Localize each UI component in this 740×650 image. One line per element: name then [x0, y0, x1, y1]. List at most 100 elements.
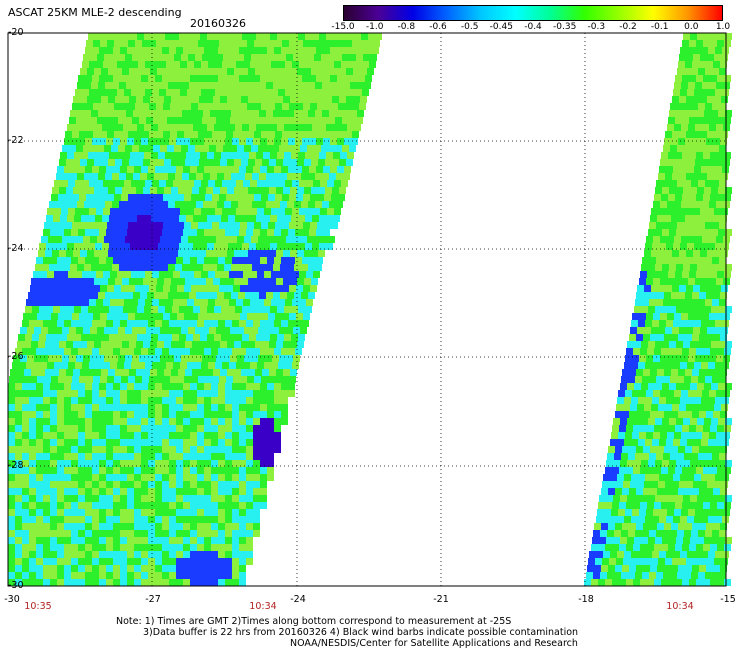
data-cell [283, 187, 290, 194]
data-cell [29, 572, 36, 579]
data-cell [326, 243, 333, 250]
data-cell [681, 355, 688, 362]
data-cell [667, 432, 674, 439]
data-cell [186, 243, 193, 250]
data-cell [163, 103, 170, 110]
data-cell [103, 180, 110, 187]
data-cell [294, 82, 301, 89]
data-cell [141, 411, 148, 418]
data-cell [213, 341, 220, 348]
data-cell [656, 299, 663, 306]
data-cell [276, 68, 283, 75]
data-cell [707, 404, 714, 411]
data-cell [330, 138, 337, 145]
data-cell [160, 236, 167, 243]
data-cell [80, 341, 87, 348]
data-cell [163, 131, 170, 138]
data-cell [106, 488, 113, 495]
data-cell [194, 362, 201, 369]
data-cell [81, 124, 88, 131]
data-cell [242, 215, 249, 222]
data-cell [85, 453, 92, 460]
data-cell [260, 425, 267, 432]
data-cell [179, 334, 186, 341]
data-cell [29, 551, 36, 558]
data-cell [702, 390, 709, 397]
data-cell [123, 334, 130, 341]
data-cell [627, 460, 634, 467]
data-cell [239, 502, 246, 509]
data-cell [274, 404, 281, 411]
data-cell [613, 537, 620, 544]
data-cell [113, 432, 120, 439]
data-cell [152, 208, 159, 215]
data-cell [181, 54, 188, 61]
data-cell [620, 495, 627, 502]
data-cell [621, 453, 628, 460]
data-cell [113, 565, 120, 572]
data-cell [130, 152, 137, 159]
data-cell [110, 299, 117, 306]
data-cell [703, 75, 710, 82]
data-cell [682, 467, 689, 474]
data-cell [688, 432, 695, 439]
data-cell [696, 348, 703, 355]
data-cell [241, 187, 248, 194]
data-cell [660, 390, 667, 397]
data-cell [627, 537, 634, 544]
data-cell [297, 341, 304, 348]
data-cell [22, 551, 29, 558]
data-cell [283, 278, 290, 285]
data-cell [314, 117, 321, 124]
data-cell [692, 334, 699, 341]
data-cell [288, 257, 295, 264]
data-cell [121, 131, 128, 138]
data-cell [197, 166, 204, 173]
data-cell [156, 131, 163, 138]
data-cell [161, 110, 168, 117]
data-cell [85, 425, 92, 432]
data-cell [140, 292, 147, 299]
data-cell [664, 523, 671, 530]
data-cell [235, 215, 242, 222]
data-cell [327, 180, 334, 187]
data-cell [699, 138, 706, 145]
data-cell [99, 138, 106, 145]
data-cell [697, 110, 704, 117]
data-cell [29, 411, 36, 418]
data-cell [202, 117, 209, 124]
data-cell [148, 446, 155, 453]
data-cell [283, 250, 290, 257]
data-cell [253, 348, 260, 355]
data-cell [176, 481, 183, 488]
data-cell [118, 355, 125, 362]
data-cell [225, 320, 232, 327]
data-cell [134, 523, 141, 530]
data-cell [288, 390, 295, 397]
data-cell [192, 369, 199, 376]
data-cell [269, 369, 276, 376]
data-cell [309, 229, 316, 236]
data-cell [717, 544, 724, 551]
data-cell [190, 551, 197, 558]
data-cell [162, 404, 169, 411]
data-cell [15, 509, 22, 516]
data-cell [169, 166, 176, 173]
data-cell [685, 446, 692, 453]
data-cell [246, 523, 253, 530]
data-cell [85, 439, 92, 446]
data-cell [708, 474, 715, 481]
data-cell [612, 467, 619, 474]
data-cell [318, 159, 325, 166]
data-cell [703, 117, 710, 124]
data-cell [704, 187, 711, 194]
data-cell [46, 215, 53, 222]
data-cell [197, 75, 204, 82]
data-cell [686, 54, 693, 61]
data-cell [71, 383, 78, 390]
data-cell [85, 411, 92, 418]
data-cell [166, 180, 173, 187]
data-cell [36, 502, 43, 509]
data-cell [219, 285, 226, 292]
